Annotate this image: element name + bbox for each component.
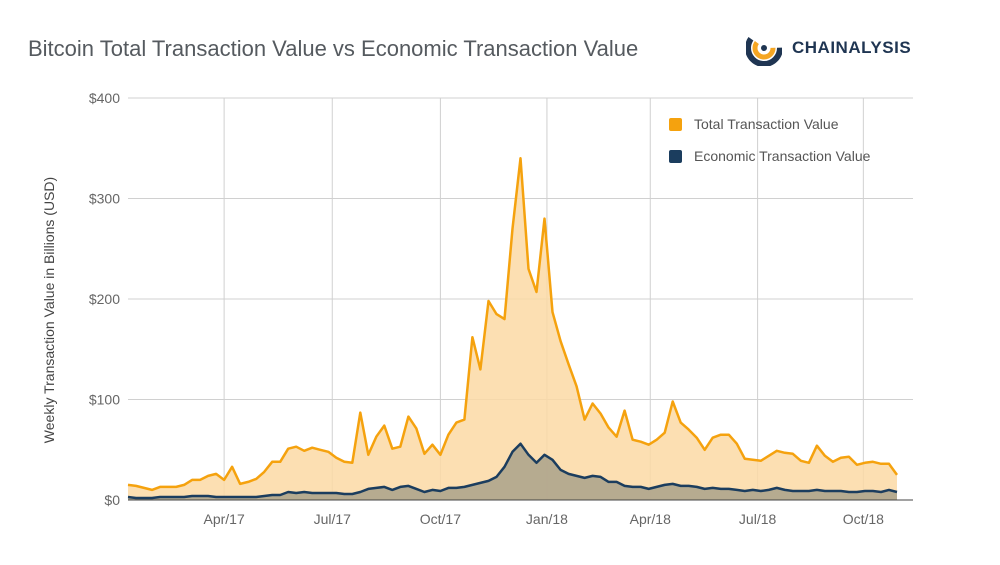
series-areas — [127, 157, 913, 501]
legend: Total Transaction Value Economic Transac… — [669, 116, 871, 164]
line-economic — [127, 442, 898, 500]
tick-labels: $0 $100 $200 $300 $400 Apr/17 Jul/17 Oct/17 Jan/… — [89, 90, 884, 527]
legend-swatch-total — [669, 118, 682, 131]
x-tick-label: Oct/18 — [843, 511, 884, 527]
brand: CHAINALYSIS — [746, 30, 911, 66]
chainalysis-logo-icon — [746, 30, 782, 66]
chart-title: Bitcoin Total Transaction Value vs Econo… — [28, 36, 639, 61]
x-tick-label: Jan/18 — [526, 511, 568, 527]
y-tick-label: $0 — [104, 492, 120, 508]
y-tick-label: $100 — [89, 392, 120, 408]
y-axis-label: Weekly Transaction Value in Billions (US… — [41, 177, 57, 443]
x-tick-label: Apr/17 — [203, 511, 244, 527]
legend-label-economic: Economic Transaction Value — [694, 148, 871, 164]
x-tick-label: Apr/18 — [630, 511, 671, 527]
legend-label-total: Total Transaction Value — [694, 116, 839, 132]
y-tick-label: $200 — [89, 291, 120, 307]
legend-swatch-economic — [669, 150, 682, 163]
x-tick-label: Jul/18 — [739, 511, 777, 527]
x-tick-label: Jul/17 — [314, 511, 352, 527]
area-total — [128, 158, 897, 501]
brand-name: CHAINALYSIS — [792, 38, 912, 57]
area-economic — [128, 443, 897, 500]
line-total — [127, 157, 899, 492]
y-tick-label: $300 — [89, 191, 120, 207]
x-tick-label: Oct/17 — [420, 511, 461, 527]
y-tick-label: $400 — [89, 90, 120, 106]
